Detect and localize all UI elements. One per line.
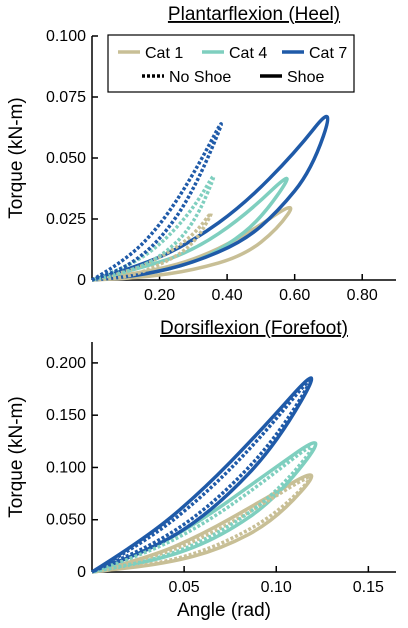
y-tick-label: 0.150 xyxy=(46,407,86,424)
y-tick-label: 0.050 xyxy=(46,150,86,167)
legend-label: Cat 7 xyxy=(309,45,347,62)
legend-label: No Shoe xyxy=(169,69,231,86)
x-tick-label: 0.20 xyxy=(144,287,175,304)
legend-label: Cat 1 xyxy=(145,45,183,62)
y-tick-label: 0.100 xyxy=(46,28,86,45)
y-tick-label: 0 xyxy=(77,272,86,289)
series-cat-4-no-shoe xyxy=(91,174,216,282)
series-cat-1-no-shoe xyxy=(91,476,311,574)
legend-label: Cat 4 xyxy=(229,45,267,62)
x-tick-label: 0.40 xyxy=(212,287,243,304)
x-tick-label: 0.80 xyxy=(347,287,378,304)
y-axis-label: Torque (kN-m) xyxy=(6,396,27,517)
series-cat-7-shoe xyxy=(91,376,314,574)
x-tick-label: 0.15 xyxy=(353,579,384,596)
y-tick-label: 0.075 xyxy=(46,89,86,106)
legend-label: Shoe xyxy=(287,69,324,86)
series-cat-1-shoe xyxy=(91,473,314,574)
y-axis-label: Torque (kN-m) xyxy=(6,97,27,218)
y-tick-label: 0.200 xyxy=(46,355,86,372)
panel-title: Dorsiflexion (Forefoot) xyxy=(160,318,348,339)
series-cat-7-no-shoe xyxy=(91,380,311,574)
x-tick-label: 0.60 xyxy=(279,287,310,304)
legend: Cat 1 Cat 4 Cat 7 No Shoe Shoe xyxy=(107,34,355,93)
legend-box xyxy=(107,34,355,93)
y-tick-label: 0.050 xyxy=(46,512,86,529)
x-axis-label: Angle (rad) xyxy=(177,600,271,621)
y-tick-label: 0 xyxy=(77,564,86,581)
series-cat-1-shoe xyxy=(91,205,293,282)
plantarflexion-panel: Plantarflexion (Heel) 0 0.025 0.050 0.075 0.1… xyxy=(6,4,396,304)
panel-title: Plantarflexion (Heel) xyxy=(168,4,340,25)
x-tick-label: 0.10 xyxy=(261,579,292,596)
series-cat-7-shoe xyxy=(91,114,330,282)
x-tick-label: 0.05 xyxy=(169,579,200,596)
y-tick-label: 0.100 xyxy=(46,459,86,476)
dorsiflexion-panel: Dorsiflexion (Forefoot) 0 0.050 0.100 0.150 0… xyxy=(6,318,396,621)
y-tick-label: 0.025 xyxy=(46,211,86,228)
